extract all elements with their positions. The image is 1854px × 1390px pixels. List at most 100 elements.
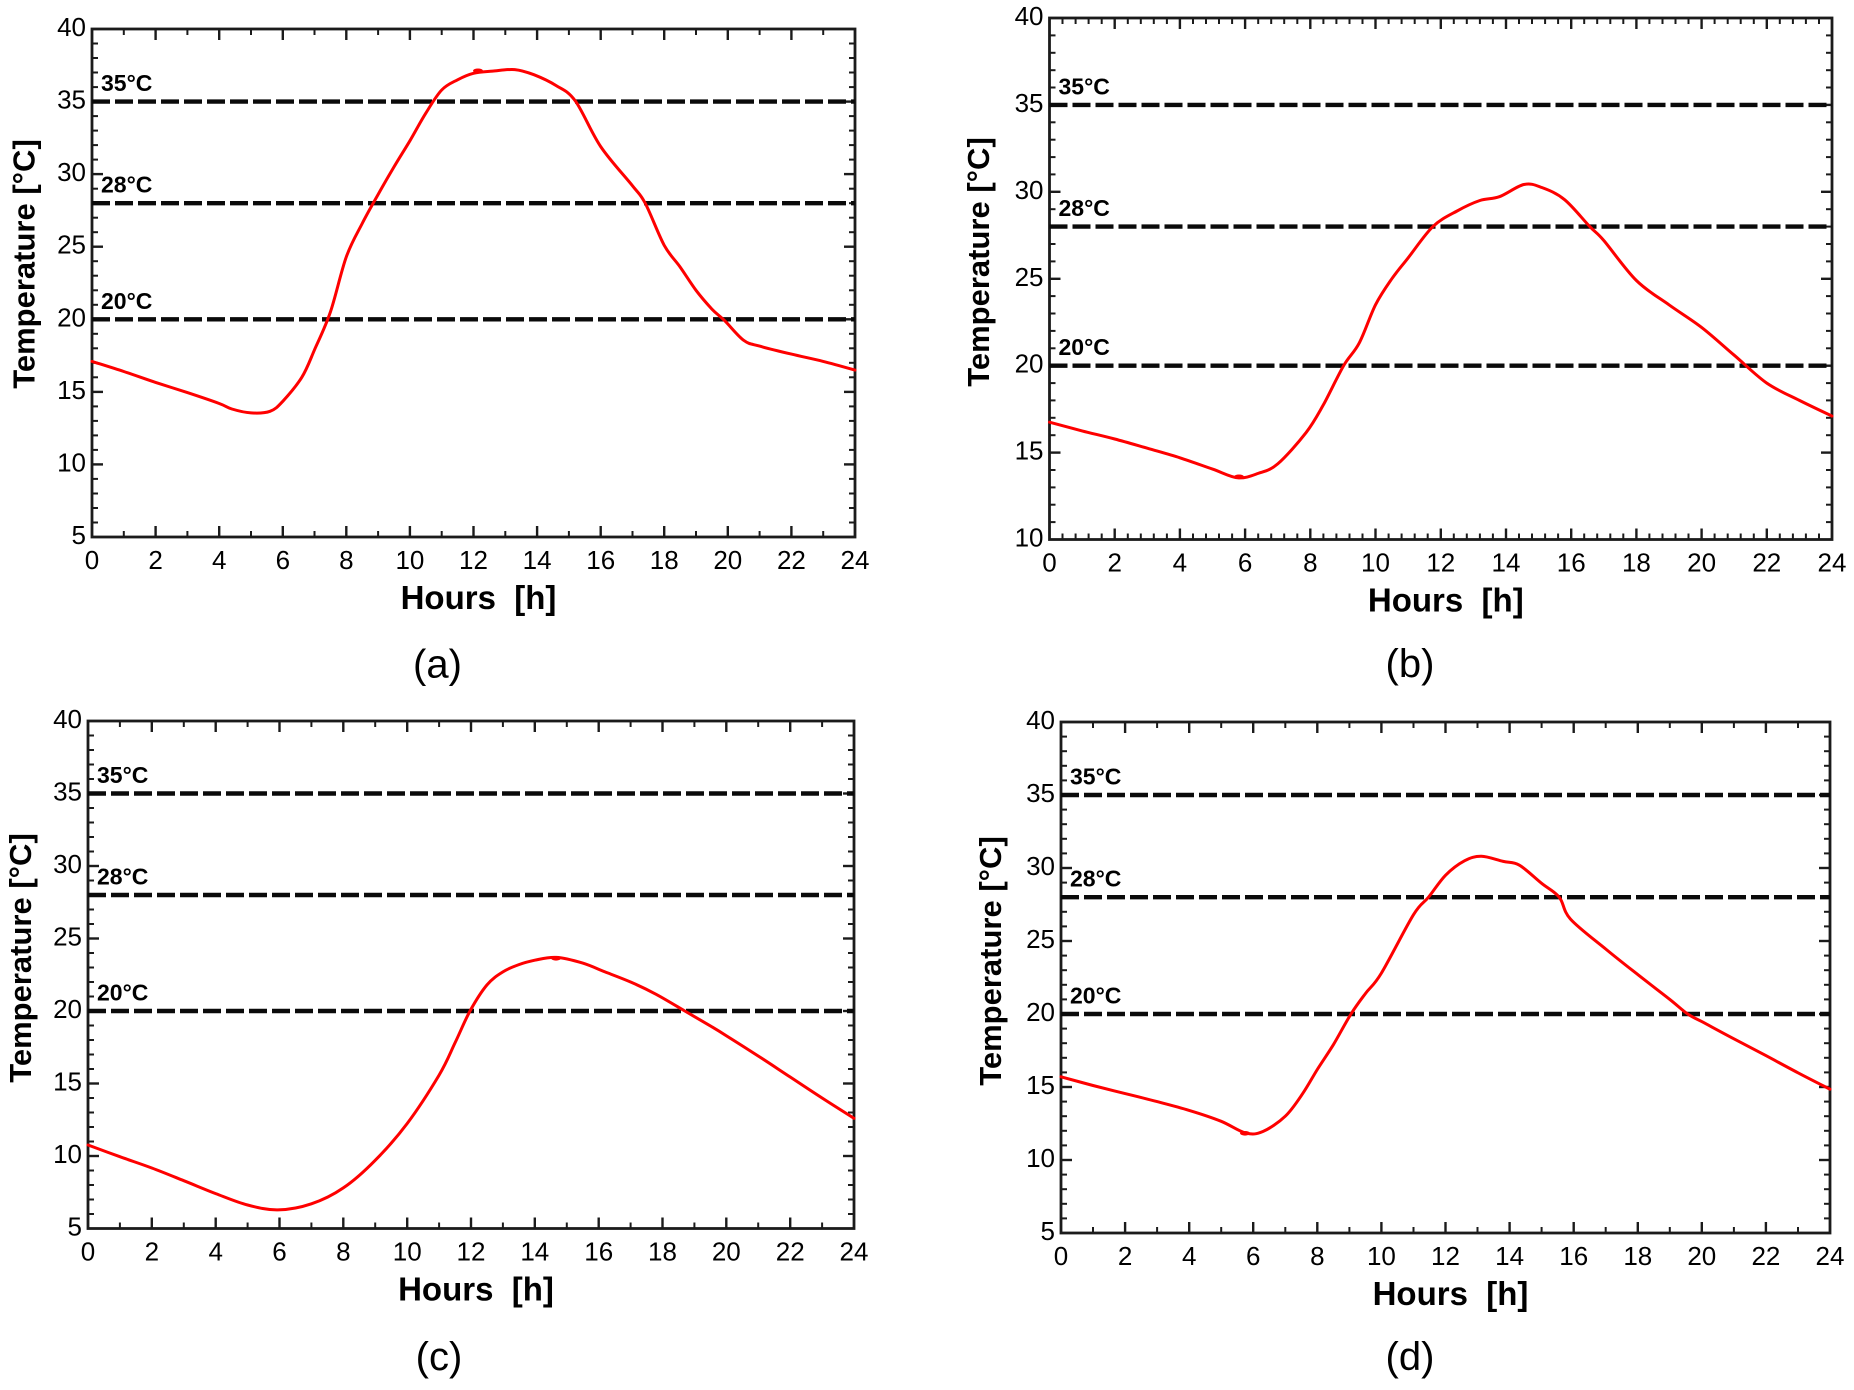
svg-text:20: 20 (712, 1237, 741, 1267)
svg-text:18: 18 (1623, 1241, 1652, 1271)
svg-text:15: 15 (57, 375, 86, 405)
svg-text:22: 22 (1752, 548, 1781, 578)
svg-text:30: 30 (53, 849, 82, 879)
svg-text:15: 15 (1015, 436, 1044, 466)
svg-text:25: 25 (1015, 262, 1044, 292)
svg-text:4: 4 (1173, 548, 1187, 578)
svg-text:35: 35 (57, 85, 86, 115)
svg-text:20: 20 (1015, 349, 1044, 379)
svg-text:16: 16 (1559, 1241, 1588, 1271)
svg-text:2: 2 (145, 1237, 159, 1267)
svg-text:8: 8 (336, 1237, 350, 1267)
svg-text:Hours [h]: Hours [h] (1373, 1275, 1529, 1312)
svg-text:28°C: 28°C (1070, 866, 1121, 892)
svg-text:10: 10 (1015, 523, 1044, 553)
svg-text:16: 16 (584, 1237, 613, 1267)
svg-text:40: 40 (1015, 1, 1044, 31)
svg-text:(b): (b) (1386, 642, 1435, 686)
svg-text:16: 16 (586, 545, 615, 575)
svg-text:Temperature [°C]: Temperature [°C] (973, 836, 1008, 1086)
svg-text:20: 20 (53, 994, 82, 1024)
svg-text:15: 15 (53, 1067, 82, 1097)
svg-text:Hours [h]: Hours [h] (401, 579, 557, 616)
svg-text:14: 14 (523, 545, 552, 575)
svg-text:5: 5 (68, 1212, 82, 1242)
svg-text:10: 10 (1026, 1143, 1055, 1173)
svg-text:0: 0 (1054, 1241, 1068, 1271)
svg-text:35: 35 (1015, 88, 1044, 118)
svg-text:22: 22 (776, 1237, 805, 1267)
svg-text:25: 25 (1026, 924, 1055, 954)
svg-text:12: 12 (457, 1237, 486, 1267)
svg-text:10: 10 (57, 447, 86, 477)
svg-text:(c): (c) (416, 1335, 463, 1379)
svg-text:2: 2 (1118, 1241, 1132, 1271)
svg-text:5: 5 (1041, 1216, 1055, 1246)
svg-text:Hours [h]: Hours [h] (1368, 582, 1524, 619)
svg-text:40: 40 (57, 12, 86, 42)
svg-text:5: 5 (72, 520, 86, 550)
svg-text:18: 18 (1622, 548, 1651, 578)
svg-text:12: 12 (1431, 1241, 1460, 1271)
svg-text:20: 20 (1026, 997, 1055, 1027)
svg-text:18: 18 (648, 1237, 677, 1267)
svg-text:8: 8 (1303, 548, 1317, 578)
svg-text:15: 15 (1026, 1070, 1055, 1100)
svg-text:Temperature [°C]: Temperature [°C] (3, 833, 38, 1083)
svg-text:6: 6 (276, 545, 290, 575)
svg-text:10: 10 (53, 1139, 82, 1169)
svg-text:35°C: 35°C (1070, 764, 1121, 790)
svg-text:4: 4 (212, 545, 226, 575)
svg-text:28°C: 28°C (1059, 195, 1110, 221)
svg-text:20°C: 20°C (1059, 334, 1110, 360)
svg-text:28°C: 28°C (97, 864, 148, 890)
svg-text:20: 20 (1687, 1241, 1716, 1271)
svg-text:10: 10 (1361, 548, 1390, 578)
svg-text:22: 22 (1751, 1241, 1780, 1271)
svg-text:35: 35 (1026, 778, 1055, 808)
svg-text:20: 20 (713, 545, 742, 575)
svg-text:10: 10 (395, 545, 424, 575)
svg-text:(d): (d) (1386, 1335, 1435, 1379)
svg-text:6: 6 (1246, 1241, 1260, 1271)
svg-text:14: 14 (1492, 548, 1521, 578)
svg-text:Temperature [°C]: Temperature [°C] (7, 139, 42, 389)
svg-text:30: 30 (57, 157, 86, 187)
svg-text:22: 22 (777, 545, 806, 575)
svg-text:2: 2 (148, 545, 162, 575)
svg-text:12: 12 (1426, 548, 1455, 578)
svg-text:8: 8 (339, 545, 353, 575)
svg-text:20°C: 20°C (1070, 983, 1121, 1009)
svg-text:35: 35 (53, 777, 82, 807)
svg-text:14: 14 (1495, 1241, 1524, 1271)
svg-text:24: 24 (841, 545, 870, 575)
svg-text:25: 25 (53, 922, 82, 952)
svg-text:40: 40 (1026, 705, 1055, 735)
svg-text:10: 10 (393, 1237, 422, 1267)
svg-text:(a): (a) (413, 643, 462, 687)
svg-text:0: 0 (81, 1237, 95, 1267)
svg-text:4: 4 (208, 1237, 222, 1267)
svg-text:Temperature [°C]: Temperature [°C] (961, 137, 996, 387)
svg-text:0: 0 (1042, 548, 1056, 578)
svg-text:10: 10 (1367, 1241, 1396, 1271)
svg-text:28°C: 28°C (101, 172, 152, 198)
svg-text:35°C: 35°C (101, 70, 152, 96)
svg-text:25: 25 (57, 230, 86, 260)
svg-text:35°C: 35°C (1059, 73, 1110, 99)
svg-text:16: 16 (1557, 548, 1586, 578)
svg-text:4: 4 (1182, 1241, 1196, 1271)
svg-text:30: 30 (1015, 175, 1044, 205)
svg-text:20°C: 20°C (97, 980, 148, 1006)
svg-text:35°C: 35°C (97, 762, 148, 788)
svg-text:6: 6 (272, 1237, 286, 1267)
svg-text:Hours [h]: Hours [h] (398, 1271, 554, 1308)
svg-text:14: 14 (520, 1237, 549, 1267)
svg-text:20°C: 20°C (101, 288, 152, 314)
svg-text:30: 30 (1026, 851, 1055, 881)
svg-text:2: 2 (1107, 548, 1121, 578)
svg-text:18: 18 (650, 545, 679, 575)
svg-text:24: 24 (1816, 1241, 1845, 1271)
svg-text:12: 12 (459, 545, 488, 575)
svg-text:24: 24 (1818, 548, 1847, 578)
